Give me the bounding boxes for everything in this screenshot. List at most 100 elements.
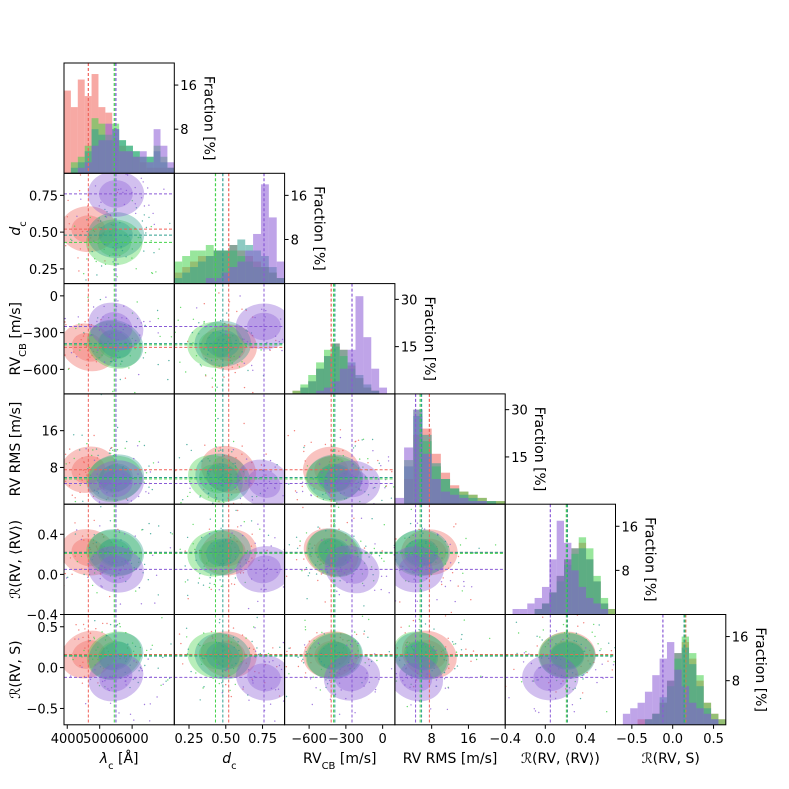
- scatter-point-teal: [256, 616, 258, 619]
- scatter-point-teal: [325, 679, 327, 681]
- scatter-point-teal: [416, 555, 418, 558]
- scatter-point-red: [85, 471, 87, 473]
- scatter-point-green: [80, 555, 83, 558]
- scatter-point-red: [304, 672, 307, 674]
- scatter-point-teal: [220, 320, 222, 322]
- scatter-point-teal: [170, 342, 171, 343]
- scatter-point-teal: [579, 697, 582, 700]
- scatter-point-red: [229, 336, 231, 339]
- scatter-point-teal: [367, 636, 369, 638]
- scatter-point-purple: [269, 349, 271, 351]
- scatter-point-green: [538, 656, 540, 658]
- scatter-point-green: [415, 643, 418, 645]
- scatter-point-teal: [454, 643, 457, 645]
- scatter-point-teal: [219, 579, 221, 581]
- scatter-point-teal: [326, 484, 328, 486]
- scatter-point-green: [203, 632, 205, 634]
- scatter-point-teal: [215, 497, 218, 499]
- scatter-point-green: [594, 635, 596, 638]
- scatter-point-red: [96, 546, 98, 548]
- scatter-point-red: [55, 552, 56, 553]
- scatter-point-green: [442, 649, 444, 651]
- scatter-point-red: [124, 377, 127, 379]
- density-core-green: [317, 538, 351, 568]
- scatter-point-red: [441, 583, 443, 586]
- scatter-point-teal: [295, 536, 298, 538]
- scatter-point-teal: [408, 536, 411, 539]
- scatter-point-green: [207, 458, 209, 460]
- panel-3-1: [174, 393, 299, 505]
- scatter-point-purple: [76, 529, 78, 531]
- scatter-point-teal: [516, 652, 518, 655]
- scatter-point-purple: [266, 487, 269, 489]
- scatter-point-green: [128, 367, 130, 369]
- scatter-point-green: [93, 572, 96, 574]
- scatter-point-red: [248, 560, 250, 563]
- scatter-point-purple: [395, 673, 398, 675]
- scatter-point-red: [385, 622, 386, 623]
- scatter-point-green: [129, 355, 131, 357]
- scatter-point-teal: [83, 573, 85, 576]
- scatter-point-purple: [125, 684, 127, 686]
- scatter-point-teal: [213, 545, 215, 547]
- scatter-point-green: [70, 238, 72, 240]
- scatter-point-red: [85, 364, 88, 366]
- scatter-point-red: [65, 245, 67, 247]
- scatter-point-purple: [364, 678, 366, 680]
- scatter-point-teal: [99, 220, 102, 222]
- scatter-point-green: [448, 663, 450, 665]
- scatter-point-teal: [158, 611, 159, 612]
- scatter-point-red: [89, 327, 91, 329]
- scatter-point-teal: [231, 451, 233, 453]
- scatter-point-green: [104, 686, 106, 688]
- scatter-point-green: [256, 495, 258, 498]
- scatter-point-green: [392, 486, 395, 488]
- scatter-point-red: [110, 223, 113, 226]
- hist-axis-label: Fraction [%]: [642, 517, 658, 602]
- scatter-point-teal: [169, 341, 170, 342]
- scatter-point-red: [457, 585, 459, 587]
- hist-bar-teal: [323, 356, 332, 394]
- scatter-point-red: [218, 663, 221, 665]
- scatter-point-purple: [548, 657, 551, 660]
- scatter-point-purple: [274, 720, 276, 722]
- scatter-point-green: [150, 225, 152, 228]
- scatter-point-green: [347, 665, 349, 667]
- scatter-point-green: [373, 547, 375, 550]
- scatter-point-purple: [152, 212, 154, 215]
- scatter-point-red: [238, 479, 241, 482]
- scatter-point-green: [373, 580, 375, 582]
- scatter-point-purple: [410, 674, 412, 676]
- scatter-point-purple: [299, 358, 300, 359]
- scatter-point-red: [125, 498, 128, 500]
- scatter-point-purple: [408, 662, 410, 665]
- y-tick-label: 8: [50, 461, 58, 476]
- scatter-point-red: [180, 642, 182, 645]
- scatter-point-purple: [157, 332, 159, 334]
- scatter-point-red: [215, 657, 218, 659]
- scatter-point-purple: [272, 660, 274, 662]
- scatter-point-red: [457, 555, 460, 558]
- scatter-point-green: [408, 625, 410, 627]
- x-tick-label: −0.4: [489, 732, 521, 747]
- scatter-point-purple: [327, 565, 329, 568]
- hist-tick-label: 16: [732, 631, 749, 646]
- scatter-point-green: [103, 545, 105, 548]
- scatter-point-red: [338, 450, 340, 452]
- scatter-point-red: [84, 628, 86, 630]
- scatter-point-teal: [247, 369, 249, 372]
- scatter-point-teal: [178, 457, 181, 459]
- scatter-point-purple: [368, 681, 371, 683]
- scatter-point-teal: [88, 574, 91, 576]
- scatter-point-green: [555, 679, 558, 682]
- scatter-point-green: [92, 555, 95, 558]
- scatter-point-purple: [548, 688, 550, 691]
- hist-bar-purple: [339, 368, 348, 394]
- scatter-point-teal: [91, 250, 93, 253]
- panel-5-3: [385, 614, 506, 725]
- scatter-point-teal: [288, 544, 290, 546]
- scatter-point-teal: [96, 490, 98, 493]
- scatter-point-purple: [298, 488, 299, 489]
- scatter-point-teal: [226, 341, 228, 343]
